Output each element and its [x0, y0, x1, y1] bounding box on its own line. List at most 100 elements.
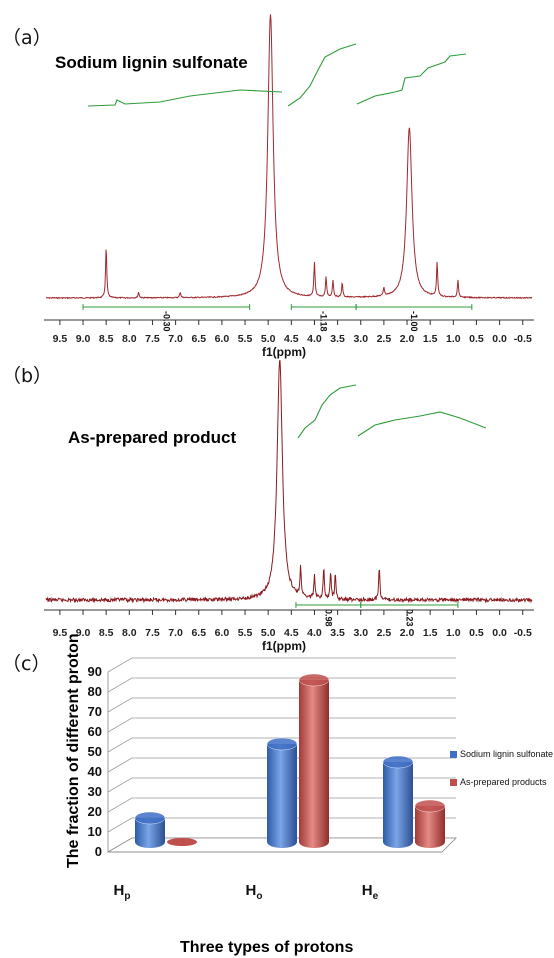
bar-top — [382, 755, 414, 769]
x-tick-label: 5.0 — [261, 627, 276, 639]
x-tick-label: 4.0 — [307, 627, 322, 639]
x-tick-label: 6.0 — [215, 333, 230, 345]
x-tick-label: 6.5 — [191, 333, 206, 345]
panel-label: （a） — [2, 27, 52, 49]
spectrum-line — [45, 14, 533, 300]
y-tick-label: 80 — [88, 684, 102, 699]
bar-zero — [167, 838, 197, 846]
x-tick-label: 4.0 — [307, 333, 322, 345]
bar-cylinder — [415, 806, 445, 848]
x-tick-label: 5.5 — [238, 627, 253, 639]
integral-curve — [356, 53, 467, 105]
y-tick-label: 0 — [95, 844, 102, 859]
integral-label: -1.18 — [319, 311, 329, 332]
category-main: H — [246, 882, 257, 899]
bar-top — [134, 811, 166, 825]
x-axis-title: Three types of protons — [180, 939, 353, 956]
x-tick-label: 9.5 — [53, 333, 68, 345]
bar-top — [298, 673, 330, 687]
x-tick-label: 1.5 — [423, 333, 438, 345]
x-tick-label: -0.5 — [514, 627, 532, 639]
y-tick-label: 10 — [88, 824, 102, 839]
x-tick-label: 6.5 — [191, 627, 206, 639]
y-axis-title: The fraction of different proton — [65, 633, 82, 868]
x-tick-label: 1.0 — [446, 333, 461, 345]
x-tick-label: 2.5 — [377, 333, 392, 345]
integral-label: -0.30 — [161, 311, 171, 332]
bar-top — [266, 737, 298, 751]
legend-label: Sodium lignin sulfonate — [460, 749, 553, 759]
x-tick-label: 0.5 — [469, 627, 484, 639]
category-label: He — [362, 882, 379, 902]
legend-label: As-prepared products — [460, 777, 547, 787]
x-tick-label: 4.5 — [284, 333, 299, 345]
x-tick-label: 8.0 — [122, 333, 137, 345]
x-tick-label: 2.0 — [400, 333, 415, 345]
gridline-side — [107, 657, 133, 673]
x-tick-label: 2.0 — [400, 627, 415, 639]
chart-title: Sodium lignin sulfonate — [55, 53, 248, 72]
bar-cylinder — [383, 762, 413, 848]
category-sub: e — [373, 891, 379, 902]
category-label: Hp — [114, 882, 131, 902]
gridline-side — [107, 817, 133, 833]
x-tick-label: 7.0 — [168, 333, 183, 345]
y-tick-label: 90 — [88, 664, 102, 679]
integral-label: 0.98 — [323, 609, 333, 627]
x-tick-label: 0.5 — [469, 333, 484, 345]
category-sub: p — [124, 891, 130, 902]
x-tick-label: 1.5 — [423, 627, 438, 639]
gridline-side — [107, 737, 133, 753]
bar-cylinder — [267, 744, 297, 848]
spectrum-line — [45, 360, 533, 604]
category-label: Ho — [246, 882, 263, 902]
x-tick-label: -0.5 — [514, 333, 532, 345]
gridline-side — [107, 777, 133, 793]
x-tick-label: 8.5 — [99, 333, 114, 345]
bar-cylinder — [135, 818, 165, 848]
x-tick-label: 9.0 — [76, 627, 91, 639]
x-tick-label: 7.5 — [145, 333, 160, 345]
x-axis-label: f1(ppm) — [262, 639, 306, 653]
x-tick-label: 7.5 — [145, 627, 160, 639]
x-tick-label: 3.5 — [330, 627, 345, 639]
gridline-side — [107, 757, 133, 773]
y-tick-label: 50 — [88, 744, 102, 759]
integral-label: 0.23 — [404, 609, 414, 627]
bar-cylinder — [299, 680, 329, 848]
gridline-side — [107, 717, 133, 733]
x-tick-label: 5.5 — [238, 333, 253, 345]
gridline-side — [107, 677, 133, 693]
gridline-side — [107, 697, 133, 713]
x-tick-label: 5.0 — [261, 333, 276, 345]
x-axis-label: f1(ppm) — [262, 345, 306, 359]
integral-label: -1.00 — [409, 311, 419, 332]
y-tick-label: 70 — [88, 704, 102, 719]
category-main: H — [362, 882, 373, 899]
x-tick-label: 6.0 — [215, 627, 230, 639]
x-tick-label: 1.0 — [446, 627, 461, 639]
integral-curve — [297, 384, 357, 439]
x-tick-label: 2.5 — [377, 627, 392, 639]
x-tick-label: 3.0 — [353, 627, 368, 639]
legend-swatch — [450, 779, 457, 786]
x-tick-label: 9.5 — [53, 627, 68, 639]
bar-top — [414, 799, 446, 813]
integral-curve — [87, 89, 283, 107]
y-tick-label: 40 — [88, 764, 102, 779]
x-tick-label: 0.0 — [492, 333, 507, 345]
x-tick-label: 8.5 — [99, 627, 114, 639]
category-main: H — [114, 882, 125, 899]
x-tick-label: 7.0 — [168, 627, 183, 639]
x-tick-label: 9.0 — [76, 333, 91, 345]
x-tick-label: 3.0 — [353, 333, 368, 345]
y-tick-label: 20 — [88, 804, 102, 819]
panel-label: （c） — [2, 653, 50, 675]
panel-label: （b） — [2, 365, 52, 387]
x-tick-label: 8.0 — [122, 627, 137, 639]
x-tick-label: 4.5 — [284, 627, 299, 639]
integral-curve — [287, 43, 357, 107]
category-sub: o — [256, 891, 262, 902]
